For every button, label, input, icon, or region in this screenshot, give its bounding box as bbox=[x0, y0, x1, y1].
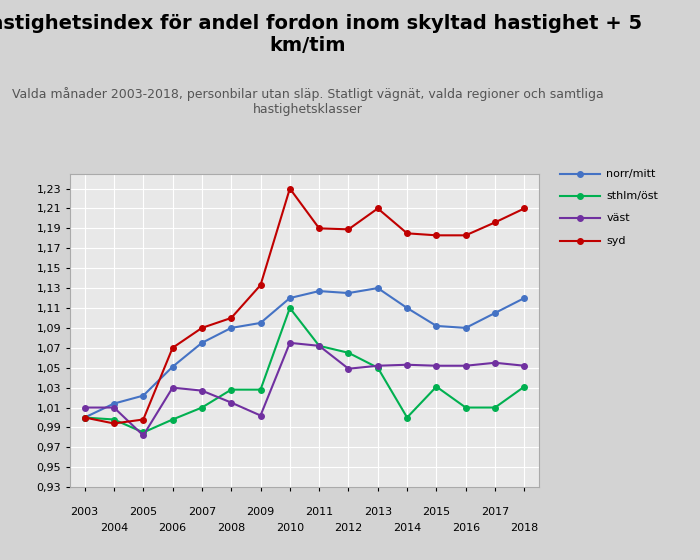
Line: sthlm/öst: sthlm/öst bbox=[82, 305, 527, 435]
Text: 2015: 2015 bbox=[422, 507, 451, 517]
sthlm/öst bbox=[110, 416, 118, 423]
syd bbox=[344, 226, 353, 233]
väst bbox=[315, 343, 323, 349]
Text: 2017: 2017 bbox=[481, 507, 509, 517]
sthlm/öst bbox=[197, 404, 206, 411]
norr/mitt bbox=[139, 392, 148, 399]
syd bbox=[432, 232, 440, 239]
sthlm/öst bbox=[432, 383, 440, 390]
väst bbox=[227, 399, 235, 406]
Line: syd: syd bbox=[82, 186, 527, 426]
väst bbox=[432, 362, 440, 369]
syd bbox=[520, 205, 528, 212]
sthlm/öst bbox=[461, 404, 470, 411]
Text: 2012: 2012 bbox=[335, 523, 363, 533]
Text: väst: väst bbox=[606, 213, 630, 223]
väst bbox=[139, 432, 148, 439]
norr/mitt bbox=[110, 400, 118, 407]
norr/mitt bbox=[315, 288, 323, 295]
Line: väst: väst bbox=[82, 340, 527, 438]
norr/mitt bbox=[286, 295, 294, 301]
norr/mitt bbox=[520, 295, 528, 301]
Line: norr/mitt: norr/mitt bbox=[82, 285, 527, 421]
norr/mitt bbox=[80, 414, 89, 421]
sthlm/öst bbox=[344, 349, 353, 356]
syd bbox=[403, 230, 412, 237]
syd bbox=[227, 315, 235, 321]
väst bbox=[520, 362, 528, 369]
Text: 2003: 2003 bbox=[71, 507, 99, 517]
norr/mitt bbox=[256, 320, 265, 326]
sthlm/öst bbox=[169, 416, 177, 423]
väst bbox=[286, 339, 294, 346]
Text: 2010: 2010 bbox=[276, 523, 304, 533]
norr/mitt bbox=[461, 325, 470, 332]
väst bbox=[197, 388, 206, 394]
Text: 2018: 2018 bbox=[510, 523, 538, 533]
Text: sthlm/öst: sthlm/öst bbox=[606, 191, 658, 201]
väst bbox=[491, 360, 499, 366]
Text: 2006: 2006 bbox=[158, 523, 187, 533]
Text: 2007: 2007 bbox=[188, 507, 216, 517]
väst bbox=[374, 362, 382, 369]
syd bbox=[374, 205, 382, 212]
sthlm/öst bbox=[374, 365, 382, 371]
sthlm/öst bbox=[520, 383, 528, 390]
syd bbox=[80, 414, 89, 421]
norr/mitt bbox=[491, 310, 499, 316]
Text: Hastighetsindex för andel fordon inom skyltad hastighet + 5
km/tim: Hastighetsindex för andel fordon inom sk… bbox=[0, 14, 642, 55]
sthlm/öst bbox=[403, 414, 412, 421]
syd bbox=[461, 232, 470, 239]
Text: norr/mitt: norr/mitt bbox=[606, 169, 656, 179]
sthlm/öst bbox=[286, 305, 294, 311]
väst bbox=[403, 361, 412, 368]
väst bbox=[256, 412, 265, 419]
syd bbox=[256, 282, 265, 288]
väst bbox=[80, 404, 89, 411]
norr/mitt bbox=[432, 323, 440, 329]
väst bbox=[110, 404, 118, 411]
Text: 2013: 2013 bbox=[364, 507, 392, 517]
Text: Valda månader 2003-2018, personbilar utan släp. Statligt vägnät, valda regioner : Valda månader 2003-2018, personbilar uta… bbox=[12, 87, 604, 116]
norr/mitt bbox=[344, 290, 353, 296]
sthlm/öst bbox=[139, 429, 148, 436]
Text: 2004: 2004 bbox=[100, 523, 128, 533]
norr/mitt bbox=[403, 305, 412, 311]
Text: 2011: 2011 bbox=[305, 507, 333, 517]
syd bbox=[315, 225, 323, 232]
syd bbox=[169, 344, 177, 351]
sthlm/öst bbox=[227, 386, 235, 393]
norr/mitt bbox=[227, 325, 235, 332]
väst bbox=[169, 384, 177, 391]
sthlm/öst bbox=[80, 414, 89, 421]
Text: 2008: 2008 bbox=[217, 523, 245, 533]
Text: 2016: 2016 bbox=[452, 523, 480, 533]
syd bbox=[110, 420, 118, 427]
syd bbox=[491, 219, 499, 226]
väst bbox=[344, 365, 353, 372]
norr/mitt bbox=[197, 339, 206, 346]
Text: syd: syd bbox=[606, 236, 626, 246]
norr/mitt bbox=[169, 363, 177, 370]
sthlm/öst bbox=[491, 404, 499, 411]
Text: 2014: 2014 bbox=[393, 523, 421, 533]
väst bbox=[461, 362, 470, 369]
Text: 2005: 2005 bbox=[130, 507, 158, 517]
sthlm/öst bbox=[256, 386, 265, 393]
sthlm/öst bbox=[315, 343, 323, 349]
syd bbox=[139, 416, 148, 423]
Text: 2009: 2009 bbox=[246, 507, 274, 517]
norr/mitt bbox=[374, 284, 382, 291]
syd bbox=[197, 325, 206, 332]
syd bbox=[286, 185, 294, 192]
